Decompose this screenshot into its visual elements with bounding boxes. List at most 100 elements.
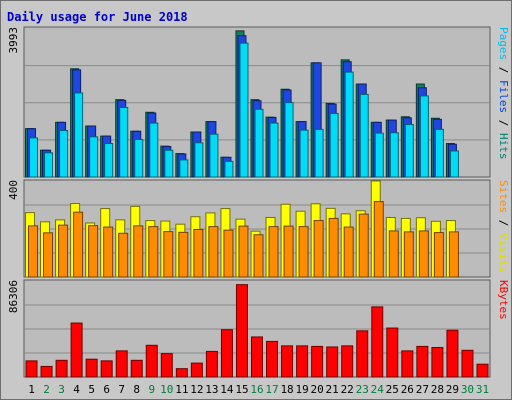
bar-pages-day-14: [224, 160, 234, 178]
bar-kbytes-day-29: [446, 329, 459, 378]
bar-sites-day-22: [343, 226, 354, 278]
bar-sites-day-19: [298, 226, 309, 278]
bar-kbytes-day-3: [55, 359, 68, 378]
x-tick-label: 26: [401, 383, 414, 396]
bar-kbytes-day-23: [356, 330, 369, 378]
bar-pages-day-16: [254, 108, 264, 178]
bar-pages-day-6: [104, 143, 114, 178]
x-tick-label: 7: [118, 383, 125, 396]
bar-kbytes-day-25: [386, 327, 399, 378]
x-tick-label: 3: [58, 383, 65, 396]
x-tick-label: 4: [73, 383, 80, 396]
x-tick-label: 17: [265, 383, 278, 396]
bar-kbytes-day-12: [190, 362, 203, 378]
y-max-label: 86306: [7, 280, 20, 313]
x-tick-label: 8: [133, 383, 140, 396]
legend-label: Files: [497, 80, 510, 113]
bar-pages-day-5: [89, 136, 99, 178]
bar-kbytes-day-6: [100, 360, 113, 378]
bar-kbytes-day-24: [371, 306, 384, 378]
x-tick-label: 18: [280, 383, 293, 396]
bar-pages-day-7: [119, 106, 129, 178]
bar-sites-day-18: [283, 225, 294, 278]
x-tick-label: 2: [43, 383, 50, 396]
bar-sites-day-5: [88, 225, 99, 278]
legend-label: Sites: [497, 180, 510, 213]
bar-sites-day-3: [58, 224, 69, 278]
bar-pages-day-8: [134, 138, 144, 178]
x-tick-label: 9: [148, 383, 155, 396]
bar-pages-day-1: [29, 137, 39, 178]
bar-kbytes-day-9: [145, 344, 158, 378]
legend-label: KBytes: [497, 280, 510, 320]
bar-kbytes-day-22: [341, 345, 354, 378]
bar-sites-day-14: [223, 229, 234, 278]
x-tick-label: 21: [326, 383, 339, 396]
legend-label: /: [497, 113, 510, 133]
x-tick-label: 5: [88, 383, 95, 396]
series-legend: Pages / Files / Hits: [497, 27, 510, 160]
x-tick-label: 20: [311, 383, 324, 396]
bar-pages-day-19: [299, 129, 309, 178]
bar-sites-day-26: [403, 231, 414, 278]
bar-kbytes-day-19: [296, 345, 309, 378]
bar-kbytes-day-31: [476, 363, 489, 378]
bar-sites-day-21: [328, 217, 339, 278]
bar-kbytes-day-27: [416, 345, 429, 378]
bar-sites-day-24: [373, 201, 384, 278]
bar-kbytes-day-17: [266, 340, 279, 378]
x-tick-label: 25: [386, 383, 399, 396]
bar-pages-day-12: [194, 142, 204, 178]
x-tick-label: 28: [431, 383, 444, 396]
bar-pages-day-9: [149, 122, 159, 178]
bar-kbytes-day-8: [130, 359, 143, 378]
bar-sites-day-1: [28, 225, 39, 278]
bar-kbytes-day-26: [401, 350, 414, 378]
bar-pages-day-24: [374, 132, 384, 178]
bar-sites-day-4: [73, 211, 84, 278]
bar-kbytes-day-4: [70, 322, 83, 378]
x-tick-label: 19: [295, 383, 308, 396]
bar-pages-day-4: [74, 92, 84, 178]
bar-sites-day-12: [193, 228, 204, 278]
bar-sites-day-27: [418, 230, 429, 278]
legend-label: Pages: [497, 27, 510, 60]
bar-kbytes-day-14: [220, 329, 233, 378]
legend-label: /: [497, 60, 510, 80]
x-tick-label: 31: [476, 383, 489, 396]
bar-kbytes-day-18: [281, 345, 294, 378]
series-legend: Sites / Visits: [497, 180, 510, 273]
bar-sites-day-16: [253, 234, 264, 278]
bar-sites-day-9: [148, 226, 159, 278]
bar-kbytes-day-21: [326, 346, 339, 378]
x-tick-label: 14: [220, 383, 234, 396]
bar-sites-day-10: [163, 231, 174, 278]
bar-kbytes-day-7: [115, 350, 128, 378]
bar-pages-day-11: [179, 159, 189, 178]
bar-pages-day-15: [239, 42, 249, 178]
bar-sites-day-8: [133, 225, 144, 278]
bar-pages-day-3: [59, 130, 69, 178]
x-tick-label: 29: [446, 383, 459, 396]
bar-pages-day-20: [314, 128, 324, 178]
bar-kbytes-day-30: [461, 349, 474, 378]
bar-sites-day-28: [433, 232, 444, 278]
bar-sites-day-15: [238, 225, 249, 278]
x-tick-label: 24: [371, 383, 385, 396]
bar-pages-day-23: [359, 93, 369, 178]
bar-sites-day-7: [118, 232, 129, 278]
x-tick-label: 13: [205, 383, 218, 396]
bar-pages-day-18: [284, 102, 294, 178]
bar-sites-day-6: [103, 226, 114, 278]
bar-sites-day-17: [268, 226, 279, 278]
x-tick-label: 30: [461, 383, 474, 396]
x-tick-label: 11: [175, 383, 188, 396]
x-tick-label: 22: [341, 383, 354, 396]
bar-pages-day-26: [404, 124, 414, 178]
chart-title: Daily usage for June 2018: [7, 10, 188, 24]
bar-kbytes-day-11: [175, 368, 188, 378]
bar-kbytes-day-28: [431, 347, 444, 378]
bar-pages-day-28: [434, 128, 444, 178]
bar-pages-day-29: [449, 150, 459, 178]
